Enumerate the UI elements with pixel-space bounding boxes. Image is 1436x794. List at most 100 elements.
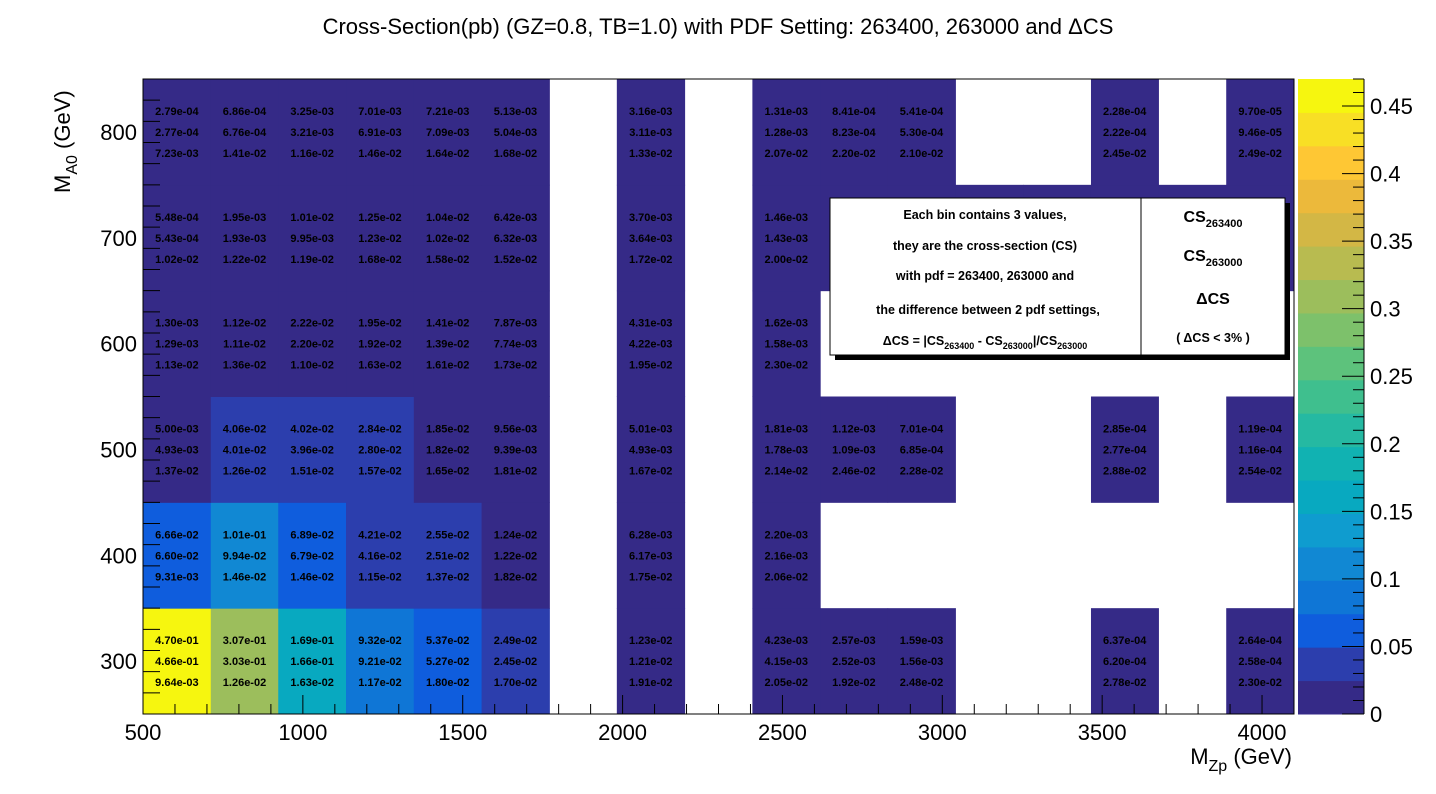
heatmap-cell: [820, 608, 889, 715]
y-tick-label: 600: [100, 332, 137, 357]
bin-value-label: 1.39e-02: [426, 339, 469, 351]
bin-value-label: 9.64e-03: [155, 677, 198, 689]
bin-value-label: 2.06e-02: [765, 571, 808, 583]
bin-value-label: 2.57e-03: [832, 635, 875, 647]
bins-layer: [143, 79, 1295, 715]
bin-value-label: 1.72e-02: [629, 254, 672, 266]
bin-value-label: 3.64e-03: [629, 233, 672, 245]
x-tick-label: 2000: [598, 720, 647, 745]
bin-value-label: 3.96e-02: [290, 444, 333, 456]
bin-value-label: 9.70e-05: [1238, 106, 1281, 118]
bin-value-label: 1.11e-02: [223, 339, 266, 351]
legend-cs2-base: CS: [1184, 248, 1207, 265]
bin-value-label: 4.16e-02: [358, 550, 401, 562]
bin-value-label: 9.39e-03: [494, 444, 537, 456]
bin-value-label: 1.24e-02: [494, 529, 537, 541]
bin-value-label: 1.04e-02: [426, 212, 469, 224]
bin-value-label: 1.51e-02: [290, 465, 333, 477]
bin-value-label: 2.10e-02: [900, 148, 943, 160]
bin-value-label: 1.33e-02: [629, 148, 672, 160]
bin-value-label: 1.16e-02: [290, 148, 333, 160]
bin-value-label: 1.73e-02: [494, 360, 537, 372]
bin-value-label: 1.46e-02: [290, 571, 333, 583]
bin-value-label: 1.16e-04: [1238, 444, 1282, 456]
bin-value-label: 1.37e-02: [426, 571, 469, 583]
bin-value-label: 2.30e-02: [1238, 677, 1281, 689]
heatmap-cell: [616, 608, 686, 715]
bin-value-label: 5.04e-03: [494, 127, 537, 139]
bin-value-label: 1.46e-02: [223, 571, 266, 583]
bin-value-label: 9.95e-03: [290, 233, 333, 245]
legend-delta-cs: ΔCS: [1196, 291, 1230, 308]
bin-value-label: 1.15e-02: [358, 571, 401, 583]
bin-value-label: 1.62e-03: [765, 318, 808, 330]
bin-value-label: 7.01e-03: [358, 106, 401, 118]
heatmap-cell: [210, 608, 279, 715]
bin-value-label: 1.02e-02: [155, 254, 198, 266]
color-scale-step: [1298, 246, 1364, 281]
bin-value-label: 6.17e-03: [629, 550, 672, 562]
bin-value-label: 2.20e-02: [290, 339, 333, 351]
bin-value-label: 2.77e-04: [155, 127, 199, 139]
bin-value-label: 9.56e-03: [494, 423, 537, 435]
bin-value-label: 7.21e-03: [426, 106, 469, 118]
bin-value-label: 1.21e-02: [629, 656, 672, 668]
bin-value-label: 2.22e-02: [290, 318, 333, 330]
heatmap-cell: [346, 502, 415, 609]
bin-value-label: 1.58e-03: [765, 339, 808, 351]
heatmap-cell: [278, 290, 347, 397]
z-tick-label: 0.35: [1370, 229, 1413, 254]
bin-value-label: 2.77e-04: [1103, 444, 1147, 456]
heatmap-cell: [481, 290, 550, 397]
y-tick-label: 800: [100, 120, 137, 145]
heatmap-cell: [210, 502, 279, 609]
legend-formula-sub2: 263000: [1003, 341, 1033, 351]
bin-value-label: 1.17e-02: [358, 677, 401, 689]
heatmap-cell: [278, 502, 347, 609]
heatmap-cell: [481, 396, 550, 503]
color-scale-step: [1298, 513, 1364, 548]
bin-value-label: 1.61e-02: [426, 360, 469, 372]
bin-value-label: 2.00e-02: [765, 254, 808, 266]
bin-value-label: 4.02e-02: [290, 423, 333, 435]
color-scale-step: [1298, 145, 1364, 180]
heatmap-cell: [210, 184, 279, 292]
bin-value-label: 3.70e-03: [629, 212, 672, 224]
heatmap-cell: [143, 608, 212, 715]
bin-value-label: 3.16e-03: [629, 106, 672, 118]
x-tick-label: 1000: [278, 720, 327, 745]
bin-value-label: 4.31e-03: [629, 318, 672, 330]
legend-cs-263400: CS263400: [1184, 209, 1243, 230]
bin-value-label: 3.11e-03: [629, 127, 672, 139]
bin-value-label: 1.63e-02: [358, 360, 401, 372]
heatmap-cell: [887, 608, 956, 715]
bin-value-label: 1.80e-02: [426, 677, 469, 689]
bin-value-label: 1.23e-02: [358, 233, 401, 245]
bin-value-label: 2.07e-02: [765, 148, 808, 160]
bin-value-label: 1.81e-02: [494, 465, 537, 477]
bin-value-label: 1.09e-03: [832, 444, 875, 456]
bin-value-label: 1.95e-03: [223, 212, 266, 224]
legend-line-1: Each bin contains 3 values,: [903, 208, 1066, 222]
heatmap-cell: [210, 79, 279, 186]
heatmap-cell: [413, 608, 483, 715]
heatmap-cell: [143, 396, 212, 503]
bin-value-label: 1.92e-02: [358, 339, 401, 351]
heatmap-cell: [752, 608, 821, 715]
bin-value-label: 1.02e-02: [426, 233, 469, 245]
bin-value-label: 2.05e-02: [765, 677, 808, 689]
bin-value-label: 5.01e-03: [629, 423, 672, 435]
heatmap-cell: [346, 396, 415, 503]
bin-value-label: 2.46e-02: [832, 465, 875, 477]
bin-value-label: 5.37e-02: [426, 635, 469, 647]
bin-value-label: 8.41e-04: [832, 106, 876, 118]
heatmap-cell: [413, 502, 483, 609]
bin-value-label: 6.85e-04: [900, 444, 944, 456]
legend-cs-263000: CS263000: [1184, 248, 1243, 269]
y-axis: 300 400 500 600 700 800: [100, 78, 160, 715]
bin-value-label: 7.87e-03: [494, 318, 537, 330]
bin-value-label: 1.01e-02: [290, 212, 333, 224]
bin-value-label: 1.43e-03: [765, 233, 808, 245]
bin-values-layer: 4.70e-01 4.66e-01 9.64e-03 3.07e-01 3.03e-01…: [155, 106, 1283, 689]
legend-line-3: with pdf = 263400, 263000 and: [895, 269, 1074, 283]
